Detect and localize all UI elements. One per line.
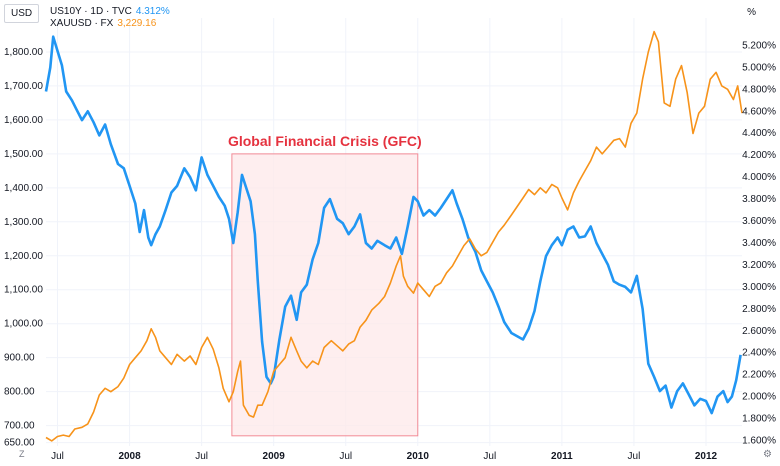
legend-xauusd-value: 3,229.16 [117,18,157,29]
gfc-highlight-region [231,153,419,437]
currency-badge[interactable]: USD [4,4,40,23]
x-tick-label: 2010 [407,451,430,462]
left-axis: 650.00 700.00 800.00 900.00 1,000.00 1,100.00… [4,47,43,449]
right-tick-label: 4.200% [742,150,776,161]
right-tick-label: 4.600% [742,106,776,117]
right-tick-label: 1.600% [742,436,776,447]
right-tick-label: 3.600% [742,216,776,227]
legend-xauusd[interactable]: XAUUSD · FX 3,229.16 [50,18,170,30]
left-tick-label: 1,300.00 [4,217,43,228]
legend-us10y[interactable]: US10Y · 1D · TVC 4.312% [50,6,170,18]
right-tick-label: 3.800% [742,194,776,205]
left-tick-label: 700.00 [4,421,35,432]
right-tick-label: 2.600% [742,326,776,337]
left-tick-label: 1,800.00 [4,47,43,58]
right-tick-label: 5.200% [742,40,776,51]
left-tick-label: 1,400.00 [4,183,43,194]
left-tick-label: 1,000.00 [4,319,43,330]
left-tick-label: 900.00 [4,353,35,364]
time-axis: Jul 2008 Jul 2009 Jul 2010 Jul 2011 Jul 2012 [51,451,717,462]
x-tick-label: Jul [339,451,352,462]
right-tick-label: 4.800% [742,84,776,95]
left-tick-label: 800.00 [4,387,35,398]
x-tick-label: 2012 [695,451,718,462]
gfc-annotation-label: Global Financial Crisis (GFC) [228,133,422,149]
right-tick-label: 2.200% [742,370,776,381]
x-tick-label: Jul [483,451,496,462]
legend-xauusd-label: XAUUSD · FX [50,18,114,29]
right-tick-label: 3.400% [742,238,776,249]
right-tick-label: 2.000% [742,392,776,403]
gear-icon[interactable]: ⚙ [763,449,772,460]
left-tick-label: 1,100.00 [4,285,43,296]
right-tick-label: 5.000% [742,62,776,73]
right-tick-label: 3.200% [742,260,776,271]
x-tick-label: 2009 [263,451,286,462]
x-tick-label: 2008 [118,451,141,462]
us10y-line[interactable] [44,35,742,415]
series-layer [44,30,743,442]
legend-us10y-label: US10Y · 1D · TVC [50,6,132,17]
right-tick-label: 2.400% [742,348,776,359]
left-tick-label: 1,200.00 [4,251,43,262]
right-tick-label: 3.000% [742,282,776,293]
x-tick-label: Jul [628,451,641,462]
left-tick-label: 1,500.00 [4,149,43,160]
left-tick-label: 650.00 [4,438,35,449]
left-tick-label: 1,700.00 [4,81,43,92]
right-tick-label: 1.800% [742,414,776,425]
right-tick-label: 2.800% [742,304,776,315]
percent-scale-label: % [741,4,762,21]
legend: US10Y · 1D · TVC 4.312% XAUUSD · FX 3,229.… [50,6,170,30]
xauusd-line[interactable] [45,30,743,442]
x-tick-label: 2011 [551,451,573,462]
x-tick-label: Jul [195,451,208,462]
x-tick-label: Jul [51,451,64,462]
right-tick-label: 4.000% [742,172,776,183]
left-tick-label: 1,600.00 [4,115,43,126]
right-axis: 1.600% 1.800% 2.000% 2.200% 2.400% 2.600% 2.80… [742,40,776,446]
zoom-button[interactable]: Z [19,449,25,459]
legend-us10y-value: 4.312% [135,6,170,17]
right-tick-label: 4.400% [742,128,776,139]
